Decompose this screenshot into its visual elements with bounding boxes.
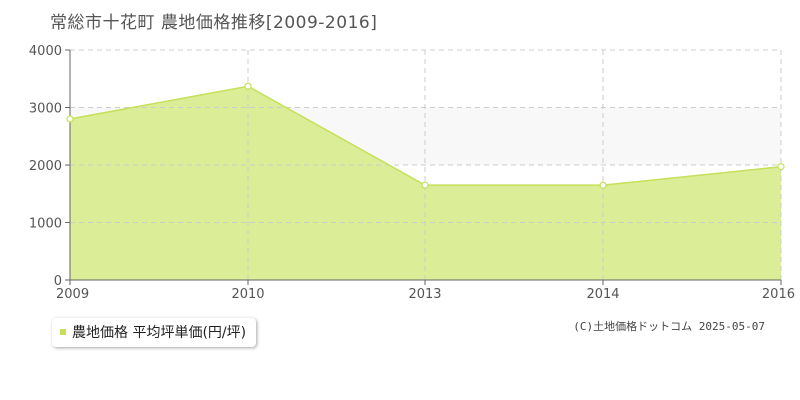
data-point xyxy=(599,181,607,189)
data-point xyxy=(244,82,252,90)
credit-text: (C)土地価格ドットコム 2025-05-07 xyxy=(573,320,765,333)
x-tick-label: 2013 xyxy=(408,287,441,302)
x-tick-label: 2009 xyxy=(56,287,89,302)
legend-swatch-icon xyxy=(60,329,66,335)
y-tick-label: 2000 xyxy=(29,159,62,174)
chart-title: 常総市十花町 農地価格推移[2009-2016] xyxy=(50,13,378,33)
data-point xyxy=(777,163,785,171)
x-tick-label: 2010 xyxy=(231,287,264,302)
data-point xyxy=(421,181,429,189)
x-tick-label: 2016 xyxy=(762,287,795,302)
legend-label: 農地価格 平均坪単価(円/坪) xyxy=(72,325,247,341)
y-tick-label: 3000 xyxy=(29,102,62,117)
data-point xyxy=(66,115,74,123)
y-tick-label: 4000 xyxy=(29,44,62,59)
legend: 農地価格 平均坪単価(円/坪) xyxy=(52,318,257,347)
x-tick-label: 2014 xyxy=(586,287,619,302)
y-tick-label: 0 xyxy=(54,274,62,289)
y-tick-label: 1000 xyxy=(29,217,62,232)
